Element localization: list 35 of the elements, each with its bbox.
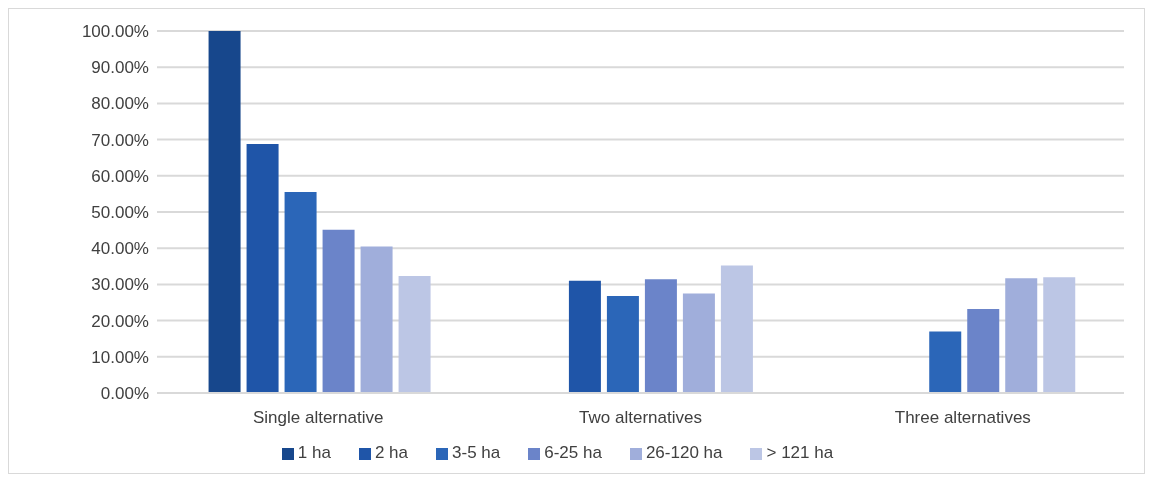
bar	[398, 276, 431, 393]
legend-label: > 121 ha	[766, 443, 834, 462]
bar	[322, 229, 355, 393]
bar	[644, 279, 677, 393]
y-tick-label: 50.00%	[91, 203, 149, 223]
bar	[967, 309, 1000, 393]
bar	[208, 31, 241, 393]
y-tick-label: 100.00%	[81, 22, 149, 42]
bar	[1043, 277, 1076, 393]
legend-label: 6-25 ha	[544, 443, 602, 462]
x-tick-label: Three alternatives	[894, 408, 1031, 428]
legend-label: 1 ha	[297, 443, 331, 462]
x-tick-label: Two alternatives	[579, 408, 702, 428]
legend-label: 26-120 ha	[645, 443, 723, 462]
bar	[1005, 278, 1038, 393]
bar	[284, 192, 317, 393]
y-tick-label: 0.00%	[100, 384, 149, 404]
y-tick-label: 40.00%	[91, 239, 149, 259]
bar	[606, 295, 639, 393]
legend-label: 3-5 ha	[452, 443, 501, 462]
bar	[246, 143, 279, 393]
bar	[682, 293, 715, 393]
bar	[720, 265, 753, 393]
bar	[568, 280, 601, 393]
y-tick-label: 90.00%	[91, 58, 149, 78]
y-tick-label: 10.00%	[91, 347, 149, 367]
y-tick-label: 60.00%	[91, 166, 149, 186]
legend-label: 2 ha	[374, 443, 409, 462]
bar	[360, 246, 393, 393]
y-tick-label: 80.00%	[91, 94, 149, 114]
y-tick-label: 30.00%	[91, 275, 149, 295]
x-tick-label: Single alternative	[252, 408, 384, 428]
y-tick-label: 20.00%	[91, 311, 149, 331]
y-tick-label: 70.00%	[91, 130, 149, 150]
bar	[929, 331, 962, 393]
